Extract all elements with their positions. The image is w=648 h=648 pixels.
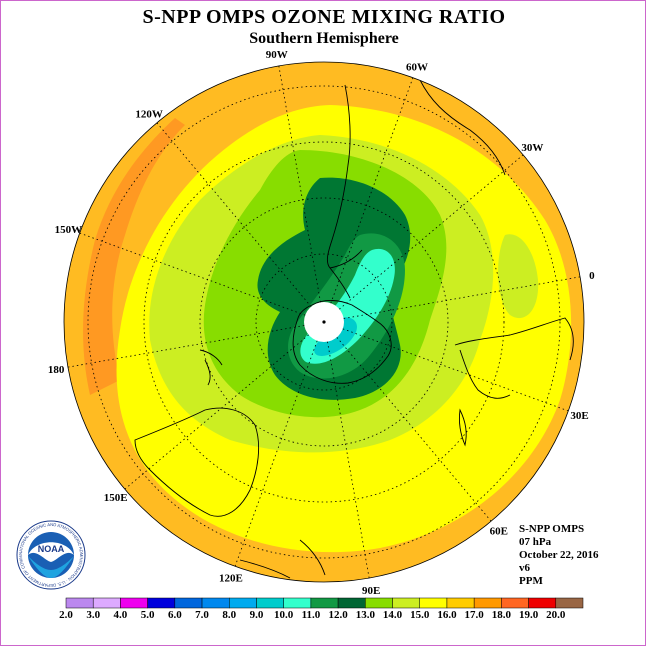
colorbar-tick-label: 7.0 bbox=[195, 609, 209, 621]
colorbar-tick-label: 18.0 bbox=[492, 609, 512, 621]
colorbar-swatch bbox=[174, 597, 203, 609]
coastlines bbox=[134, 79, 574, 579]
ozone-field bbox=[64, 62, 584, 582]
noaa-logo-text: NOAA bbox=[38, 544, 65, 554]
colorbar-swatch bbox=[473, 597, 502, 609]
colorbar-tick-label: 13.0 bbox=[356, 609, 376, 621]
south-america-east-coast bbox=[419, 79, 506, 176]
longitude-label: 30W bbox=[521, 142, 543, 154]
colorbar-swatch bbox=[147, 597, 176, 609]
colorbar-tick-label: 9.0 bbox=[250, 609, 264, 621]
colorbar-tick-label: 3.0 bbox=[86, 609, 100, 621]
map-outline bbox=[63, 61, 585, 583]
colorbar-swatch bbox=[201, 597, 230, 609]
date-label: October 22, 2016 bbox=[519, 549, 599, 561]
longitude-label: 0 bbox=[589, 270, 595, 282]
colorbar-swatch bbox=[392, 597, 420, 609]
longitude-label: 30E bbox=[570, 410, 588, 422]
colorbar-tick-label: 8.0 bbox=[222, 609, 236, 621]
colorbar-swatch bbox=[120, 597, 148, 609]
colorbar-tick-label: 17.0 bbox=[465, 609, 485, 621]
south-america-coast bbox=[326, 84, 363, 269]
longitude-label: 120E bbox=[219, 573, 243, 585]
field-band-17 bbox=[83, 118, 185, 395]
noaa-logo: NATIONAL OCEANIC AND ATMOSPHERIC ADMINIS… bbox=[16, 520, 86, 590]
colorbar-swatch bbox=[555, 597, 584, 609]
latitude-circle-60 bbox=[143, 141, 505, 503]
latitude-circle-80 bbox=[255, 253, 393, 391]
antarctic-peninsula bbox=[329, 267, 351, 299]
colorbar-swatch bbox=[446, 597, 475, 609]
colorbar-tick-label: 10.0 bbox=[274, 609, 294, 621]
longitude-label: 150E bbox=[104, 492, 128, 504]
instrument-label: S-NPP OMPS bbox=[519, 523, 585, 535]
colorbar-tick-label: 4.0 bbox=[114, 609, 128, 621]
longitude-label: 150W bbox=[55, 224, 83, 236]
colorbar-swatch bbox=[256, 597, 284, 609]
antarctica-coast bbox=[292, 300, 392, 384]
longitude-labels: 90W 60W 30W 0 30E 60E 90E 120E 150E 180 150W 120W bbox=[48, 49, 595, 597]
australia-coast bbox=[134, 407, 260, 517]
colorbar-tick-label: 2.0 bbox=[59, 609, 73, 621]
longitude-label: 60W bbox=[406, 61, 428, 73]
colorbar-swatch bbox=[501, 597, 529, 609]
colorbar-swatch bbox=[65, 597, 94, 609]
colorbar-tick-label: 5.0 bbox=[141, 609, 155, 621]
south-pole-marker bbox=[322, 320, 326, 324]
colorbar-tick-label: 6.0 bbox=[168, 609, 182, 621]
graticule bbox=[67, 65, 581, 579]
latitude-circle-50 bbox=[87, 85, 561, 559]
pressure-level-label: 07 hPa bbox=[519, 536, 552, 548]
madagascar-coast bbox=[459, 408, 467, 447]
colorbar-swatch bbox=[283, 597, 312, 609]
africa-coast bbox=[454, 317, 574, 399]
colorbar-swatch bbox=[92, 597, 121, 609]
units-label: PPM bbox=[519, 575, 543, 587]
colorbar-tick-label: 14.0 bbox=[383, 609, 403, 621]
colorbar-tick-label: 20.0 bbox=[546, 609, 566, 621]
colorbar-tick-label: 15.0 bbox=[410, 609, 430, 621]
colorbar: 2.0 3.0 4.0 5.0 6.0 7.0 8.0 9.0 10.0 11.0 12.0 13.0… bbox=[59, 597, 584, 621]
longitude-label: 60E bbox=[490, 525, 508, 537]
new-zealand-coast bbox=[199, 349, 223, 386]
southeast-asia-coast bbox=[239, 539, 326, 579]
colorbar-tick-label: 16.0 bbox=[437, 609, 457, 621]
longitude-label: 90E bbox=[362, 585, 380, 597]
map-title: S-NPP OMPS OZONE MIXING RATIO bbox=[142, 6, 506, 28]
map-subtitle: Southern Hemisphere bbox=[249, 30, 399, 47]
colorbar-swatch bbox=[419, 597, 448, 609]
version-label: v6 bbox=[519, 562, 530, 574]
colorbar-swatch bbox=[528, 597, 557, 609]
colorbar-tick-label: 11.0 bbox=[302, 609, 321, 621]
longitude-label: 120W bbox=[135, 109, 163, 121]
colorbar-swatch bbox=[310, 597, 339, 609]
colorbar-tick-label: 12.0 bbox=[328, 609, 348, 621]
colorbar-swatch bbox=[365, 597, 393, 609]
longitude-label: 90W bbox=[266, 49, 288, 61]
colorbar-swatch bbox=[337, 597, 366, 609]
longitude-label: 180 bbox=[48, 364, 65, 376]
colorbar-swatch bbox=[229, 597, 257, 609]
colorbar-tick-label: 19.0 bbox=[519, 609, 539, 621]
latitude-circle-70 bbox=[199, 197, 449, 447]
